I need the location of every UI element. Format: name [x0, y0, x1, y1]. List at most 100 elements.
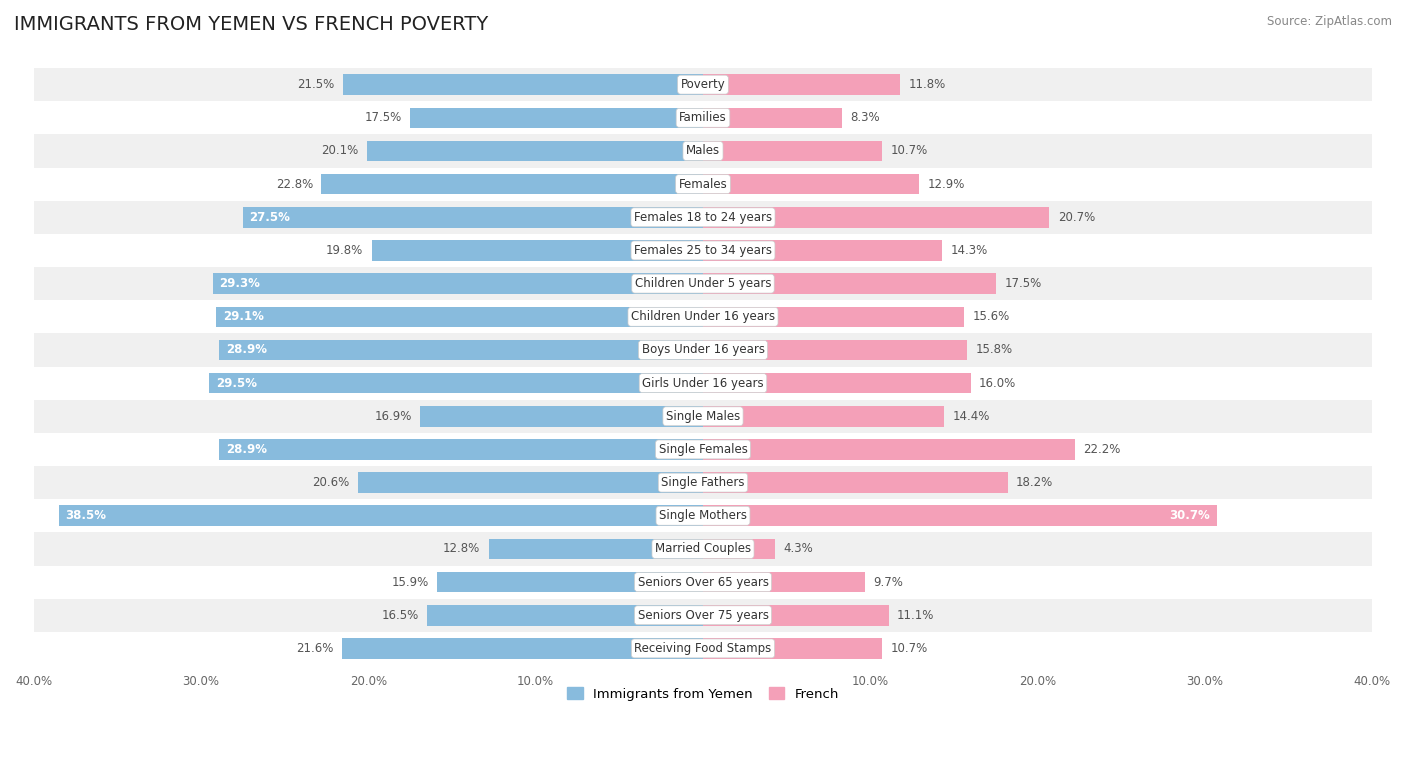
Text: 8.3%: 8.3%: [851, 111, 880, 124]
Bar: [212, 274, 703, 294]
Text: 10.7%: 10.7%: [890, 642, 928, 655]
Bar: [34, 466, 1372, 500]
Bar: [427, 605, 703, 625]
Text: Females 18 to 24 years: Females 18 to 24 years: [634, 211, 772, 224]
Bar: [34, 102, 1372, 134]
Bar: [703, 174, 920, 194]
Text: Females 25 to 34 years: Females 25 to 34 years: [634, 244, 772, 257]
Bar: [243, 207, 703, 227]
Text: 21.5%: 21.5%: [298, 78, 335, 91]
Bar: [703, 373, 970, 393]
Text: 16.9%: 16.9%: [374, 410, 412, 423]
Bar: [34, 367, 1372, 399]
Text: 16.5%: 16.5%: [381, 609, 419, 622]
Bar: [34, 334, 1372, 367]
Text: 15.8%: 15.8%: [976, 343, 1012, 356]
Bar: [703, 141, 882, 161]
Bar: [34, 201, 1372, 234]
Text: 17.5%: 17.5%: [364, 111, 402, 124]
Text: Single Females: Single Females: [658, 443, 748, 456]
Bar: [703, 207, 1049, 227]
Bar: [34, 300, 1372, 334]
Bar: [34, 134, 1372, 168]
Bar: [34, 632, 1372, 665]
Bar: [489, 539, 703, 559]
Legend: Immigrants from Yemen, French: Immigrants from Yemen, French: [561, 682, 845, 706]
Bar: [703, 506, 1216, 526]
Bar: [703, 439, 1074, 459]
Bar: [411, 108, 703, 128]
Text: 21.6%: 21.6%: [295, 642, 333, 655]
Bar: [420, 406, 703, 427]
Text: 38.5%: 38.5%: [65, 509, 107, 522]
Text: Single Fathers: Single Fathers: [661, 476, 745, 489]
Bar: [34, 68, 1372, 102]
Bar: [703, 539, 775, 559]
Text: 14.4%: 14.4%: [952, 410, 990, 423]
Text: Females: Females: [679, 177, 727, 190]
Text: 29.5%: 29.5%: [217, 377, 257, 390]
Text: 14.3%: 14.3%: [950, 244, 988, 257]
Bar: [34, 399, 1372, 433]
Text: 16.0%: 16.0%: [979, 377, 1017, 390]
Bar: [209, 373, 703, 393]
Text: Source: ZipAtlas.com: Source: ZipAtlas.com: [1267, 15, 1392, 28]
Text: 20.6%: 20.6%: [312, 476, 350, 489]
Text: 12.9%: 12.9%: [928, 177, 965, 190]
Bar: [703, 638, 882, 659]
Text: 15.9%: 15.9%: [391, 575, 429, 589]
Text: 18.2%: 18.2%: [1017, 476, 1053, 489]
Bar: [34, 599, 1372, 632]
Text: Families: Families: [679, 111, 727, 124]
Bar: [34, 168, 1372, 201]
Bar: [34, 234, 1372, 267]
Text: 30.7%: 30.7%: [1170, 509, 1211, 522]
Text: Boys Under 16 years: Boys Under 16 years: [641, 343, 765, 356]
Text: 22.2%: 22.2%: [1083, 443, 1121, 456]
Text: Males: Males: [686, 145, 720, 158]
Bar: [322, 174, 703, 194]
Text: Girls Under 16 years: Girls Under 16 years: [643, 377, 763, 390]
Bar: [703, 74, 900, 95]
Text: 22.8%: 22.8%: [276, 177, 314, 190]
Bar: [703, 306, 965, 327]
Text: 19.8%: 19.8%: [326, 244, 363, 257]
Text: 15.6%: 15.6%: [973, 310, 1010, 323]
Text: Single Males: Single Males: [666, 410, 740, 423]
Text: Seniors Over 75 years: Seniors Over 75 years: [637, 609, 769, 622]
Bar: [59, 506, 703, 526]
Bar: [703, 572, 865, 592]
Bar: [371, 240, 703, 261]
Bar: [343, 74, 703, 95]
Text: 17.5%: 17.5%: [1004, 277, 1042, 290]
Text: Single Mothers: Single Mothers: [659, 509, 747, 522]
Text: Poverty: Poverty: [681, 78, 725, 91]
Text: 12.8%: 12.8%: [443, 543, 481, 556]
Text: IMMIGRANTS FROM YEMEN VS FRENCH POVERTY: IMMIGRANTS FROM YEMEN VS FRENCH POVERTY: [14, 15, 488, 34]
Text: 11.8%: 11.8%: [908, 78, 946, 91]
Text: Seniors Over 65 years: Seniors Over 65 years: [637, 575, 769, 589]
Bar: [217, 306, 703, 327]
Bar: [219, 439, 703, 459]
Text: Children Under 5 years: Children Under 5 years: [634, 277, 772, 290]
Bar: [437, 572, 703, 592]
Text: 20.7%: 20.7%: [1057, 211, 1095, 224]
Text: 28.9%: 28.9%: [226, 443, 267, 456]
Bar: [703, 472, 1008, 493]
Bar: [34, 500, 1372, 532]
Text: 4.3%: 4.3%: [783, 543, 813, 556]
Bar: [367, 141, 703, 161]
Text: 10.7%: 10.7%: [890, 145, 928, 158]
Text: Children Under 16 years: Children Under 16 years: [631, 310, 775, 323]
Text: 29.3%: 29.3%: [219, 277, 260, 290]
Text: 27.5%: 27.5%: [249, 211, 290, 224]
Text: Receiving Food Stamps: Receiving Food Stamps: [634, 642, 772, 655]
Bar: [703, 240, 942, 261]
Text: 9.7%: 9.7%: [873, 575, 904, 589]
Text: 20.1%: 20.1%: [321, 145, 359, 158]
Bar: [703, 340, 967, 360]
Bar: [219, 340, 703, 360]
Bar: [34, 267, 1372, 300]
Bar: [359, 472, 703, 493]
Bar: [703, 108, 842, 128]
